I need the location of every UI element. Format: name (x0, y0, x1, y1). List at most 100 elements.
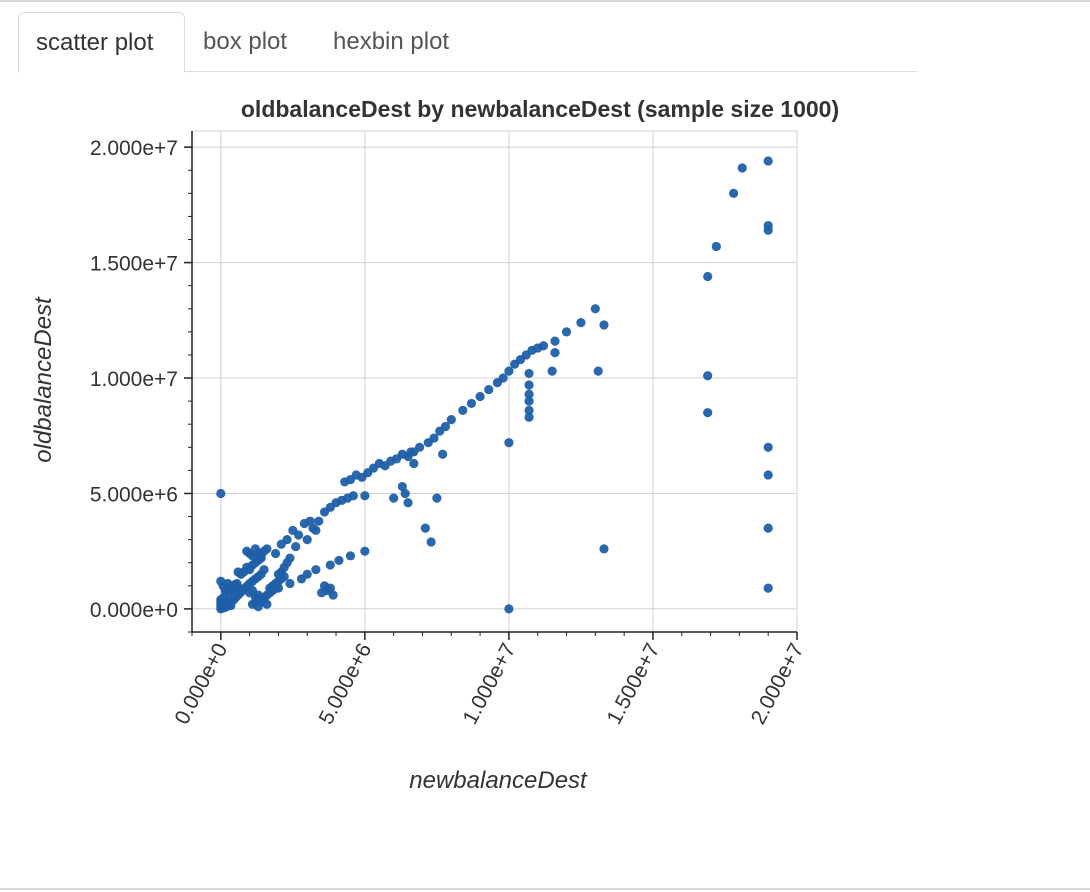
data-point (446, 414, 456, 425)
data-point (360, 546, 370, 556)
plot-tabs: scatter plot box plot hexbin plot (18, 12, 917, 73)
data-point (763, 156, 773, 166)
data-point (729, 188, 739, 198)
data-point (314, 516, 324, 526)
data-point (397, 481, 407, 492)
data-point (414, 442, 425, 452)
data-point (440, 421, 451, 432)
data-point (599, 320, 609, 330)
data-point (458, 405, 468, 415)
data-point (524, 368, 534, 379)
data-point (409, 458, 419, 469)
data-point (703, 371, 713, 381)
data-point (550, 336, 560, 346)
x-tick-label: 2.000e+7 (747, 640, 809, 729)
bottom-border (0, 888, 1090, 890)
x-axis-label: newbalanceDest (409, 767, 588, 794)
data-point (302, 569, 312, 579)
y-tick-label: 1.000e+7 (90, 368, 178, 391)
tick-labels: 0.000e+0 5.000e+6 1.000e+7 1.500e+7 2.000e+7… (90, 137, 809, 728)
data-point (273, 583, 284, 593)
data-point (360, 491, 370, 501)
data-point (426, 537, 436, 547)
data-point (524, 389, 534, 399)
y-tick-label: 0.000e+0 (90, 599, 178, 622)
data-point (285, 553, 295, 563)
y-tick-label: 5.000e+6 (90, 483, 178, 506)
data-point (400, 488, 410, 499)
data-point (504, 604, 514, 614)
data-point (524, 380, 534, 390)
data-point (538, 341, 549, 351)
data-point (590, 304, 600, 314)
data-point (389, 493, 399, 503)
data-point (265, 588, 275, 598)
data-point (593, 366, 603, 376)
data-point (282, 535, 292, 545)
data-point (305, 516, 315, 526)
tab-hexbin-plot[interactable]: hexbin plot (333, 28, 450, 55)
data-points (216, 156, 773, 614)
data-point (547, 366, 557, 376)
data-point (259, 565, 269, 575)
data-point (576, 318, 586, 328)
data-point (703, 408, 713, 418)
data-point (763, 442, 773, 452)
data-point (466, 398, 477, 409)
data-point (524, 396, 534, 406)
x-tick-label: 1.000e+7 (459, 640, 521, 729)
data-point (311, 565, 321, 575)
data-point (763, 523, 773, 533)
data-point (291, 541, 301, 552)
data-point (561, 327, 572, 337)
axes (184, 131, 798, 640)
data-point (325, 583, 335, 593)
data-point (550, 348, 560, 358)
tab-scatter-plot[interactable]: scatter plot (18, 12, 185, 73)
data-point (438, 449, 448, 459)
data-point (334, 555, 344, 566)
data-point (216, 488, 226, 499)
data-point (406, 447, 416, 457)
data-point (432, 493, 442, 503)
y-axis-label: oldbalanceDest (30, 296, 57, 463)
data-point (253, 602, 263, 612)
data-point (348, 491, 358, 501)
top-border (0, 0, 1090, 2)
data-point (270, 548, 281, 559)
data-point (524, 405, 534, 415)
data-point (763, 225, 773, 235)
data-point (262, 544, 272, 554)
data-point (711, 241, 721, 252)
data-point (345, 551, 356, 561)
data-point (328, 590, 338, 600)
y-tick-label: 2.000e+7 (90, 137, 178, 160)
data-point (308, 523, 318, 533)
data-point (763, 583, 773, 593)
data-point (302, 535, 312, 545)
data-point (599, 544, 609, 554)
data-point (325, 560, 335, 570)
data-point (498, 373, 508, 383)
data-point (420, 523, 430, 533)
data-point (524, 412, 534, 422)
data-point (475, 391, 485, 402)
data-point (279, 562, 289, 572)
data-point (737, 163, 747, 173)
data-point (703, 271, 713, 282)
data-point (763, 470, 773, 480)
data-point (403, 498, 413, 508)
data-point (504, 438, 514, 448)
x-tick-label: 5.000e+6 (315, 640, 377, 729)
chart-title: oldbalanceDest by newbalanceDest (sample… (241, 96, 839, 122)
y-tick-label: 1.500e+7 (90, 253, 178, 276)
x-tick-label: 1.500e+7 (603, 640, 665, 729)
data-point (504, 366, 514, 376)
data-point (429, 433, 439, 443)
data-point (285, 578, 295, 589)
x-tick-label: 0.000e+0 (171, 640, 233, 729)
grid-lines (192, 131, 798, 632)
tab-box-plot[interactable]: box plot (203, 28, 288, 55)
data-point (293, 530, 304, 540)
